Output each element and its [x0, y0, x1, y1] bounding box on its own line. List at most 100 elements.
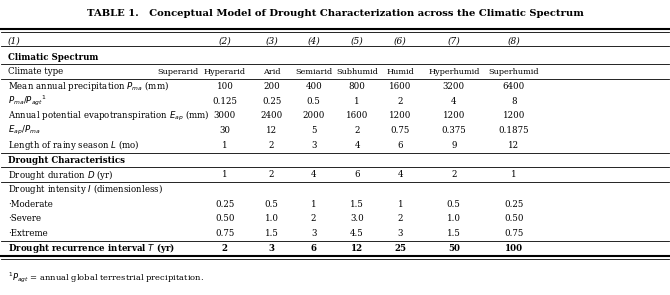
Text: $P_{ma}/P_{agt}$$^1$: $P_{ma}/P_{agt}$$^1$ [8, 94, 47, 109]
Text: 3: 3 [311, 141, 316, 150]
Text: 25: 25 [395, 244, 407, 253]
Text: Superhumid: Superhumid [488, 68, 539, 76]
Text: Superarid: Superarid [157, 68, 199, 76]
Text: 3: 3 [269, 244, 275, 253]
Text: 2: 2 [354, 126, 360, 135]
Text: 0.125: 0.125 [212, 97, 237, 106]
Text: 2400: 2400 [261, 112, 283, 120]
Text: Drought recurrence interval $T$ (yr): Drought recurrence interval $T$ (yr) [8, 241, 176, 255]
Text: 1: 1 [397, 200, 403, 209]
Text: 0.50: 0.50 [504, 214, 523, 223]
Text: 6400: 6400 [502, 82, 525, 91]
Text: 6: 6 [311, 244, 317, 253]
Text: 1.5: 1.5 [265, 229, 279, 238]
Text: 0.375: 0.375 [442, 126, 466, 135]
Text: Arid: Arid [263, 68, 280, 76]
Text: Humid: Humid [387, 68, 414, 76]
Text: 1.5: 1.5 [350, 200, 364, 209]
Text: 8: 8 [511, 97, 517, 106]
Text: Hyperhumid: Hyperhumid [428, 68, 480, 76]
Text: 9: 9 [451, 141, 456, 150]
Text: (1): (1) [8, 36, 21, 45]
Text: 100: 100 [505, 244, 523, 253]
Text: 0.5: 0.5 [447, 200, 461, 209]
Text: ·Extreme: ·Extreme [8, 229, 48, 238]
Text: 4: 4 [397, 170, 403, 179]
Text: 0.75: 0.75 [504, 229, 523, 238]
Text: 200: 200 [263, 82, 280, 91]
Text: 2: 2 [311, 214, 316, 223]
Text: Hyperarid: Hyperarid [204, 68, 246, 76]
Text: 1.0: 1.0 [447, 214, 461, 223]
Text: $^1P_{agt}$ = annual global terrestrial precipitation.: $^1P_{agt}$ = annual global terrestrial … [8, 270, 204, 285]
Text: 1600: 1600 [389, 82, 411, 91]
Text: (8): (8) [507, 36, 520, 45]
Text: 4.5: 4.5 [350, 229, 364, 238]
Text: TABLE 1.   Conceptual Model of Drought Characterization across the Climatic Spec: TABLE 1. Conceptual Model of Drought Cha… [86, 9, 584, 18]
Text: (4): (4) [308, 36, 320, 45]
Text: 1: 1 [222, 141, 228, 150]
Text: 0.75: 0.75 [391, 126, 410, 135]
Text: (6): (6) [394, 36, 407, 45]
Text: 6: 6 [397, 141, 403, 150]
Text: ·Severe: ·Severe [8, 214, 41, 223]
Text: 3000: 3000 [214, 112, 236, 120]
Text: (5): (5) [350, 36, 363, 45]
Text: 12: 12 [509, 141, 519, 150]
Text: 3: 3 [311, 229, 316, 238]
Text: 0.50: 0.50 [215, 214, 234, 223]
Text: 0.5: 0.5 [307, 97, 320, 106]
Text: 0.1875: 0.1875 [498, 126, 529, 135]
Text: 1: 1 [511, 170, 517, 179]
Text: 4: 4 [451, 97, 456, 106]
Text: 30: 30 [219, 126, 230, 135]
Text: 12: 12 [351, 244, 363, 253]
Text: Drought Characteristics: Drought Characteristics [8, 155, 125, 165]
Text: Drought duration $D$ (yr): Drought duration $D$ (yr) [8, 168, 114, 182]
Text: 1600: 1600 [346, 112, 369, 120]
Text: 1.0: 1.0 [265, 214, 279, 223]
Text: 1: 1 [311, 200, 316, 209]
Text: 100: 100 [216, 82, 233, 91]
Text: (7): (7) [448, 36, 460, 45]
Text: 2: 2 [451, 170, 456, 179]
Text: 0.25: 0.25 [215, 200, 234, 209]
Text: 2: 2 [222, 244, 228, 253]
Text: ·Moderate: ·Moderate [8, 200, 53, 209]
Text: 2: 2 [269, 170, 274, 179]
Text: Length of rainy season $L$ (mo): Length of rainy season $L$ (mo) [8, 138, 140, 152]
Text: 1: 1 [354, 97, 360, 106]
Text: 3.0: 3.0 [350, 214, 364, 223]
Text: (2): (2) [218, 36, 231, 45]
Text: 5: 5 [311, 126, 316, 135]
Text: Subhumid: Subhumid [336, 68, 378, 76]
Text: Semiarid: Semiarid [295, 68, 332, 76]
Text: 2: 2 [397, 214, 403, 223]
Text: Climatic Spectrum: Climatic Spectrum [8, 53, 98, 62]
Text: 1: 1 [222, 170, 228, 179]
Text: 3: 3 [398, 229, 403, 238]
Text: 3200: 3200 [443, 82, 465, 91]
Text: 1.5: 1.5 [447, 229, 461, 238]
Text: 2: 2 [269, 141, 274, 150]
Text: 4: 4 [311, 170, 316, 179]
Text: Annual potential evapotranspiration $E_{ap}$ (mm): Annual potential evapotranspiration $E_{… [8, 109, 210, 123]
Text: 0.75: 0.75 [215, 229, 234, 238]
Text: 50: 50 [448, 244, 460, 253]
Text: 1200: 1200 [502, 112, 525, 120]
Text: Drought intensity $I$ (dimensionless): Drought intensity $I$ (dimensionless) [8, 182, 163, 196]
Text: 0.25: 0.25 [262, 97, 281, 106]
Text: 4: 4 [354, 141, 360, 150]
Text: 2000: 2000 [302, 112, 325, 120]
Text: Climate type: Climate type [8, 67, 63, 76]
Text: Mean annual precipitation $P_{ma}$ (mm): Mean annual precipitation $P_{ma}$ (mm) [8, 79, 169, 94]
Text: 1200: 1200 [443, 112, 465, 120]
Text: 2: 2 [397, 97, 403, 106]
Text: 6: 6 [354, 170, 360, 179]
Text: 0.5: 0.5 [265, 200, 279, 209]
Text: $E_{ap}/P_{ma}$: $E_{ap}/P_{ma}$ [8, 124, 41, 137]
Text: 1200: 1200 [389, 112, 411, 120]
Text: (3): (3) [265, 36, 278, 45]
Text: 800: 800 [348, 82, 365, 91]
Text: 0.25: 0.25 [504, 200, 523, 209]
